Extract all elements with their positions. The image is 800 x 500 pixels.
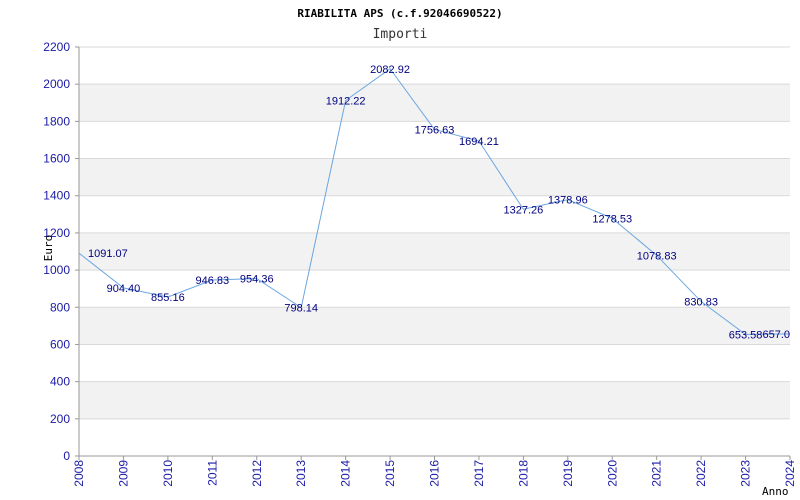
x-tick-label: 2023 bbox=[739, 460, 753, 487]
x-tick-label: 2021 bbox=[650, 460, 664, 487]
x-tick-label: 2019 bbox=[561, 460, 575, 487]
y-tick-label: 2200 bbox=[43, 40, 70, 54]
x-tick-label: 2016 bbox=[428, 460, 442, 487]
y-tick-label: 1000 bbox=[43, 263, 70, 277]
y-tick-label: 200 bbox=[50, 412, 70, 426]
x-tick-label: 2015 bbox=[383, 460, 397, 487]
band bbox=[79, 158, 790, 196]
y-tick-label: 1400 bbox=[43, 189, 70, 203]
data-label: 1278.53 bbox=[592, 213, 632, 225]
data-label: 1378.96 bbox=[548, 195, 588, 207]
data-label: 946.83 bbox=[195, 275, 229, 287]
gridlines bbox=[79, 46, 790, 457]
x-tick-label: 2011 bbox=[205, 460, 219, 486]
data-label: 1091.07 bbox=[88, 248, 128, 260]
band bbox=[79, 232, 790, 271]
data-label: 1756.63 bbox=[415, 124, 455, 136]
y-tick-label: 400 bbox=[50, 375, 70, 389]
x-axis-label: Anno bbox=[762, 485, 789, 498]
data-label: 1694.21 bbox=[459, 136, 499, 148]
y-tick-label: 0 bbox=[63, 449, 70, 463]
band bbox=[79, 381, 790, 419]
x-tick-label: 2012 bbox=[250, 460, 264, 487]
data-label: 855.16 bbox=[151, 292, 185, 304]
chart-title: RIABILITA APS (c.f.92046690522) bbox=[297, 7, 502, 20]
y-tick-label: 600 bbox=[50, 337, 70, 351]
x-tick-label: 2022 bbox=[694, 460, 708, 487]
data-labels: 1091.07 904.40 855.16 946.83 954.36 798.14 191… bbox=[88, 64, 790, 342]
background-bands bbox=[79, 84, 790, 419]
y-tick-label: 1600 bbox=[43, 152, 70, 166]
chart-subtitle: Importi bbox=[373, 27, 428, 42]
x-tick-label: 2014 bbox=[339, 460, 353, 487]
data-label: 798.14 bbox=[284, 303, 318, 315]
y-tick-label: 1800 bbox=[43, 114, 70, 128]
x-tick-label: 2009 bbox=[116, 460, 130, 487]
data-label: 657.0 bbox=[762, 329, 790, 341]
series-line bbox=[78, 68, 791, 335]
x-tick-label: 2008 bbox=[72, 460, 86, 487]
data-label: 1078.83 bbox=[637, 250, 677, 262]
x-tick-label: 2020 bbox=[605, 460, 619, 487]
x-tick-label: 2018 bbox=[516, 460, 530, 487]
y-axis-label: Euro bbox=[42, 235, 55, 262]
band bbox=[79, 307, 790, 345]
y-tick-labels: 0 200 400 600 800 1000 1200 1400 1600 1800 2000 220… bbox=[43, 40, 79, 463]
data-label: 653.58 bbox=[729, 329, 763, 341]
data-label: 2082.92 bbox=[370, 64, 410, 76]
x-tick-label: 2024 bbox=[783, 460, 797, 487]
x-tick-label: 2010 bbox=[161, 460, 175, 487]
x-tick-label: 2017 bbox=[472, 460, 486, 487]
band bbox=[79, 84, 790, 122]
data-label: 954.36 bbox=[240, 274, 274, 286]
data-label: 904.40 bbox=[107, 283, 141, 295]
y-tick-label: 2000 bbox=[43, 77, 70, 91]
y-tick-label: 800 bbox=[50, 300, 70, 314]
data-label: 830.83 bbox=[684, 297, 718, 309]
x-tick-labels: 2008 2009 2010 2011 2012 2013 2014 2015 2016 2017… bbox=[72, 456, 797, 487]
y-tick-label: 1200 bbox=[43, 226, 70, 240]
x-tick-label: 2013 bbox=[294, 460, 308, 487]
data-label: 1327.26 bbox=[503, 204, 543, 216]
data-label: 1912.22 bbox=[326, 96, 366, 108]
